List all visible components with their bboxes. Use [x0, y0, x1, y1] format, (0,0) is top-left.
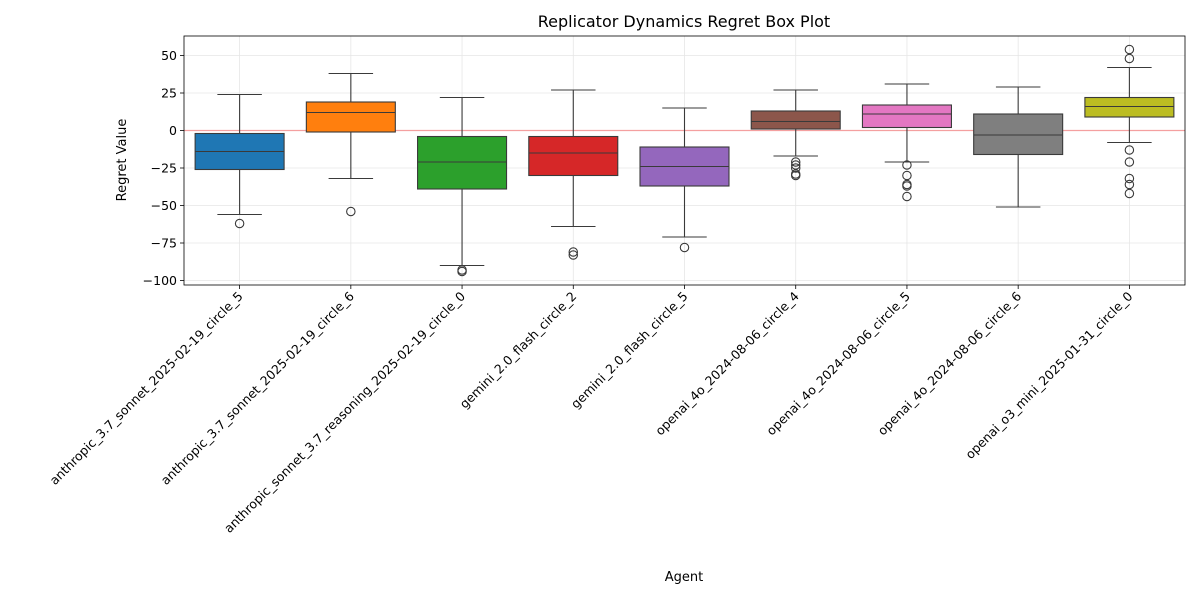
outlier-point [790, 170, 801, 181]
x-tick-label: gemini_2.0_flash_circle_2 [457, 289, 580, 412]
box-5 [639, 107, 730, 253]
box-1 [194, 93, 285, 229]
outlier-point [790, 160, 801, 170]
box-4 [528, 89, 619, 260]
y-tick-label: −50 [151, 198, 177, 213]
y-tick-label: 25 [161, 86, 177, 101]
y-tick-label: −100 [143, 273, 177, 288]
y-axis-label: Regret Value [115, 119, 130, 202]
box-2 [305, 72, 396, 217]
y-tick-label: −75 [151, 236, 177, 251]
boxes-layer [194, 44, 1175, 277]
x-tick-label: anthropic_3.7_sonnet_2025-02-19_circle_5 [46, 289, 245, 488]
box-9 [1084, 44, 1175, 199]
x-axis: anthropic_3.7_sonnet_2025-02-19_circle_5… [46, 285, 1136, 536]
outlier-point [1124, 157, 1135, 167]
outlier-point [1124, 145, 1135, 155]
iqr-box [861, 104, 952, 129]
y-axis: 50 25 0 −25 −50 −75 −100 [143, 48, 184, 288]
chart-title: Replicator Dynamics Regret Box Plot [538, 12, 830, 31]
box-7 [861, 83, 952, 202]
iqr-box [973, 113, 1064, 156]
box-8 [973, 86, 1064, 208]
x-tick-label: gemini_2.0_flash_circle_5 [568, 289, 691, 412]
outlier-point [346, 206, 356, 217]
iqr-box [417, 135, 508, 190]
outlier-point [568, 247, 579, 257]
outlier-point [1124, 188, 1135, 199]
outlier-point [234, 218, 245, 229]
outlier-point [1124, 173, 1135, 184]
outlier-point [1124, 44, 1135, 55]
outlier-point [902, 181, 912, 191]
iqr-box [305, 101, 396, 133]
outlier-point [790, 157, 801, 167]
outlier-point [902, 170, 912, 181]
x-tick-label: anthropic_sonnet_3.7_reasoning_2025-02-1… [221, 288, 468, 535]
y-tick-label: −25 [151, 161, 177, 176]
x-tick-label: anthropic_3.7_sonnet_2025-02-19_circle_6 [158, 288, 357, 487]
y-tick-label: 50 [161, 48, 177, 63]
outlier-point [1124, 179, 1135, 190]
iqr-box [528, 135, 619, 177]
outlier-point [902, 191, 912, 202]
box-3 [417, 96, 508, 277]
outlier-point [457, 266, 467, 277]
outlier-point [568, 250, 579, 260]
outlier-point [902, 160, 912, 170]
iqr-box [1084, 96, 1175, 118]
iqr-box [750, 110, 841, 130]
y-tick-label: 0 [169, 123, 177, 138]
outlier-point [1124, 53, 1135, 64]
box-6 [750, 89, 841, 181]
outlier-point [679, 242, 690, 253]
x-axis-label: Agent [665, 570, 703, 585]
outlier-point [790, 163, 801, 173]
